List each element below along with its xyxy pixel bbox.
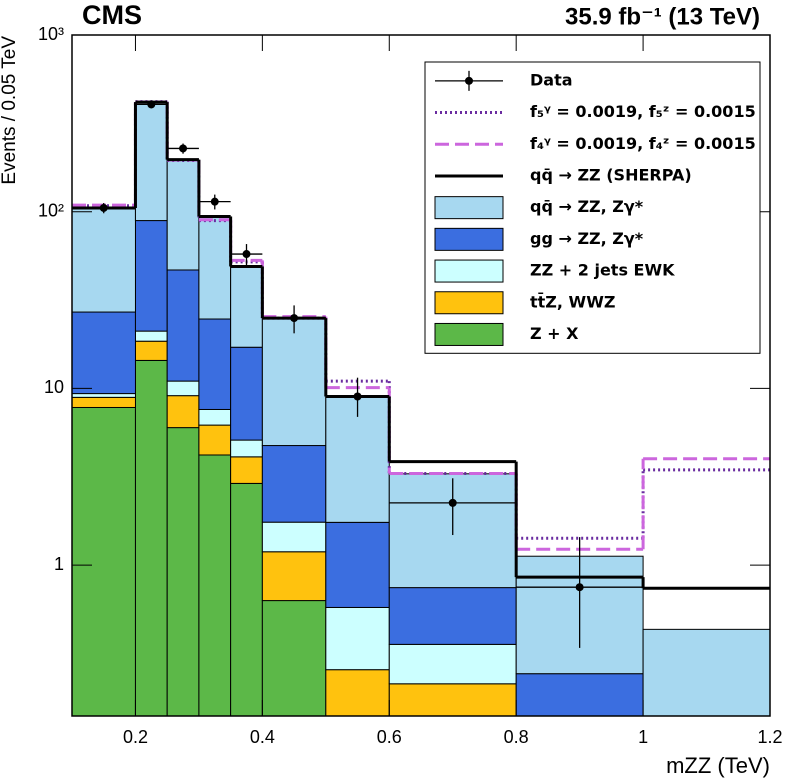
histogram-bar [198, 454, 232, 717]
x-tick-label: 0.4 [250, 727, 275, 747]
data-point [210, 197, 219, 206]
histogram-bar [388, 643, 517, 685]
legend-marker [434, 196, 504, 220]
data-point [179, 144, 188, 153]
histogram-bar [134, 220, 168, 332]
histogram-bar [134, 103, 168, 222]
histogram-bar [198, 217, 232, 320]
histogram-bar [261, 318, 327, 447]
x-tick-label: 0.6 [377, 727, 402, 747]
legend-label: tt̄Z, WWZ [530, 291, 615, 311]
plot-frame [71, 34, 771, 717]
data-point [99, 203, 108, 212]
histogram-bar [261, 445, 327, 523]
histogram-bar [166, 380, 200, 397]
data-point [242, 250, 251, 259]
legend-marker [434, 322, 504, 346]
histogram-bar [71, 208, 136, 313]
legend-label: ZZ + 2 jets EWK [530, 261, 675, 280]
x-tick-label: 0.8 [504, 727, 529, 747]
y-axis-label: Events / 0.05 TeV [0, 36, 20, 185]
data-point [353, 392, 362, 401]
x-tick-label: 0.2 [123, 727, 148, 747]
histogram-bar [388, 587, 517, 645]
histogram-bar [198, 408, 232, 426]
histogram-bar [325, 396, 390, 523]
legend-marker [434, 291, 504, 315]
legend-label: qq̄ → ZZ, Zγ* [530, 197, 644, 216]
y-tick-label: 1 [54, 554, 64, 574]
legend-marker [434, 227, 504, 251]
x-tick-label: 1.2 [757, 727, 782, 747]
legend-label: f₅ᵞ = 0.0019, f₅ᶻ = 0.0015 [530, 102, 756, 121]
histogram-bar [261, 600, 327, 717]
histogram-bar [515, 673, 644, 717]
histogram-bar [166, 395, 200, 429]
histogram-bar [134, 330, 168, 342]
histogram-bar [325, 521, 390, 608]
histogram-bar [71, 311, 136, 395]
histogram-bar [166, 159, 200, 271]
histogram-bar [71, 406, 136, 717]
legend-label: qq̄ → ZZ (SHERPA) [530, 165, 692, 184]
x-tick-label: 1 [638, 727, 648, 747]
histogram-bar [388, 683, 517, 717]
y-tick-label: 10³ [38, 24, 64, 44]
histogram-bar [261, 521, 327, 553]
legend-label: Z + X [530, 324, 579, 343]
histogram-bar [230, 265, 263, 348]
data-point [147, 100, 156, 109]
histogram-bar [71, 393, 136, 398]
histogram-bar [198, 318, 232, 410]
data-point [575, 583, 584, 592]
legend-label: Data [530, 70, 573, 89]
histogram-bar [166, 427, 200, 717]
histogram-bar [166, 269, 200, 382]
y-tick-label: 10 [44, 377, 64, 397]
histogram-bar [261, 551, 327, 602]
histogram-bar [230, 346, 263, 441]
histogram-bar [198, 424, 232, 456]
chart-subtitle: 35.9 fb⁻¹ (13 TeV) [565, 3, 760, 30]
histogram-bar [230, 456, 263, 484]
y-tick-label: 10² [38, 200, 64, 220]
data-point [290, 314, 299, 323]
histogram-bar [71, 396, 136, 408]
legend-marker [434, 259, 504, 283]
histogram-bar [134, 340, 168, 361]
histogram-bar [642, 628, 771, 717]
data-point [448, 498, 457, 507]
histogram-bar [134, 359, 168, 717]
histogram-bar [325, 669, 390, 717]
chart-title: CMS [82, 0, 142, 30]
x-axis-label: mZZ (TeV) [666, 753, 770, 778]
legend-label: gg → ZZ, Zγ* [530, 229, 644, 248]
histogram-bar [325, 606, 390, 671]
legend-marker [465, 76, 473, 85]
histogram-bar [230, 482, 263, 717]
histogram-bar [230, 439, 263, 458]
legend-label: f₄ᵞ = 0.0019, f₄ᶻ = 0.0015 [530, 134, 756, 153]
